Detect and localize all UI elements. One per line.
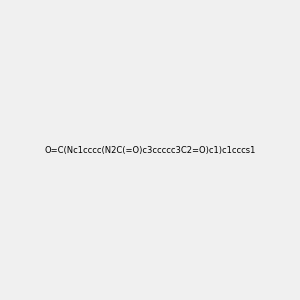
Text: O=C(Nc1cccc(N2C(=O)c3ccccc3C2=O)c1)c1cccs1: O=C(Nc1cccc(N2C(=O)c3ccccc3C2=O)c1)c1ccc… bbox=[44, 146, 256, 154]
